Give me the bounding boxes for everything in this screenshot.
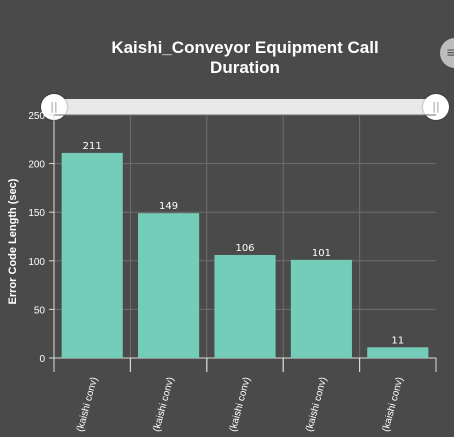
bar [138, 213, 200, 358]
y-tick-label: 250 [28, 111, 45, 122]
x-category-label: (kaishi conv) [75, 376, 100, 433]
bar [61, 152, 123, 358]
range-slider-right-handle[interactable]: || [423, 94, 449, 120]
y-axis-title: Error Code Length (sec) [7, 178, 19, 304]
y-tick-label: 100 [28, 257, 45, 268]
x-category-label: (kaishi conv) [304, 376, 329, 433]
bar [367, 347, 429, 358]
bar [290, 259, 352, 358]
bar-data-label: 149 [159, 201, 178, 212]
bar-data-label: 101 [312, 248, 331, 259]
chart-title-line-1: Kaishi_Conveyor Equipment Call [111, 38, 379, 57]
y-tick-label: 50 [34, 305, 46, 316]
bar-data-label: 11 [391, 335, 404, 346]
x-category-label: (kaishi conv) [381, 376, 406, 433]
x-category-label: (kaishi conv) [151, 376, 176, 433]
menu-icon[interactable]: ≡ [440, 38, 454, 68]
bar-data-label: 106 [235, 243, 254, 254]
x-category-label: (kaishi conv) [228, 376, 253, 433]
range-slider-track[interactable] [54, 99, 436, 115]
y-tick-label: 200 [28, 160, 45, 171]
chart-title-line-2: Duration [210, 58, 280, 77]
chart-title: Kaishi_Conveyor Equipment Call Duration [40, 38, 450, 78]
bar-data-label: 211 [83, 141, 102, 152]
y-tick-label: 0 [39, 354, 45, 365]
bar [214, 254, 276, 358]
y-tick-label: 150 [28, 208, 45, 219]
